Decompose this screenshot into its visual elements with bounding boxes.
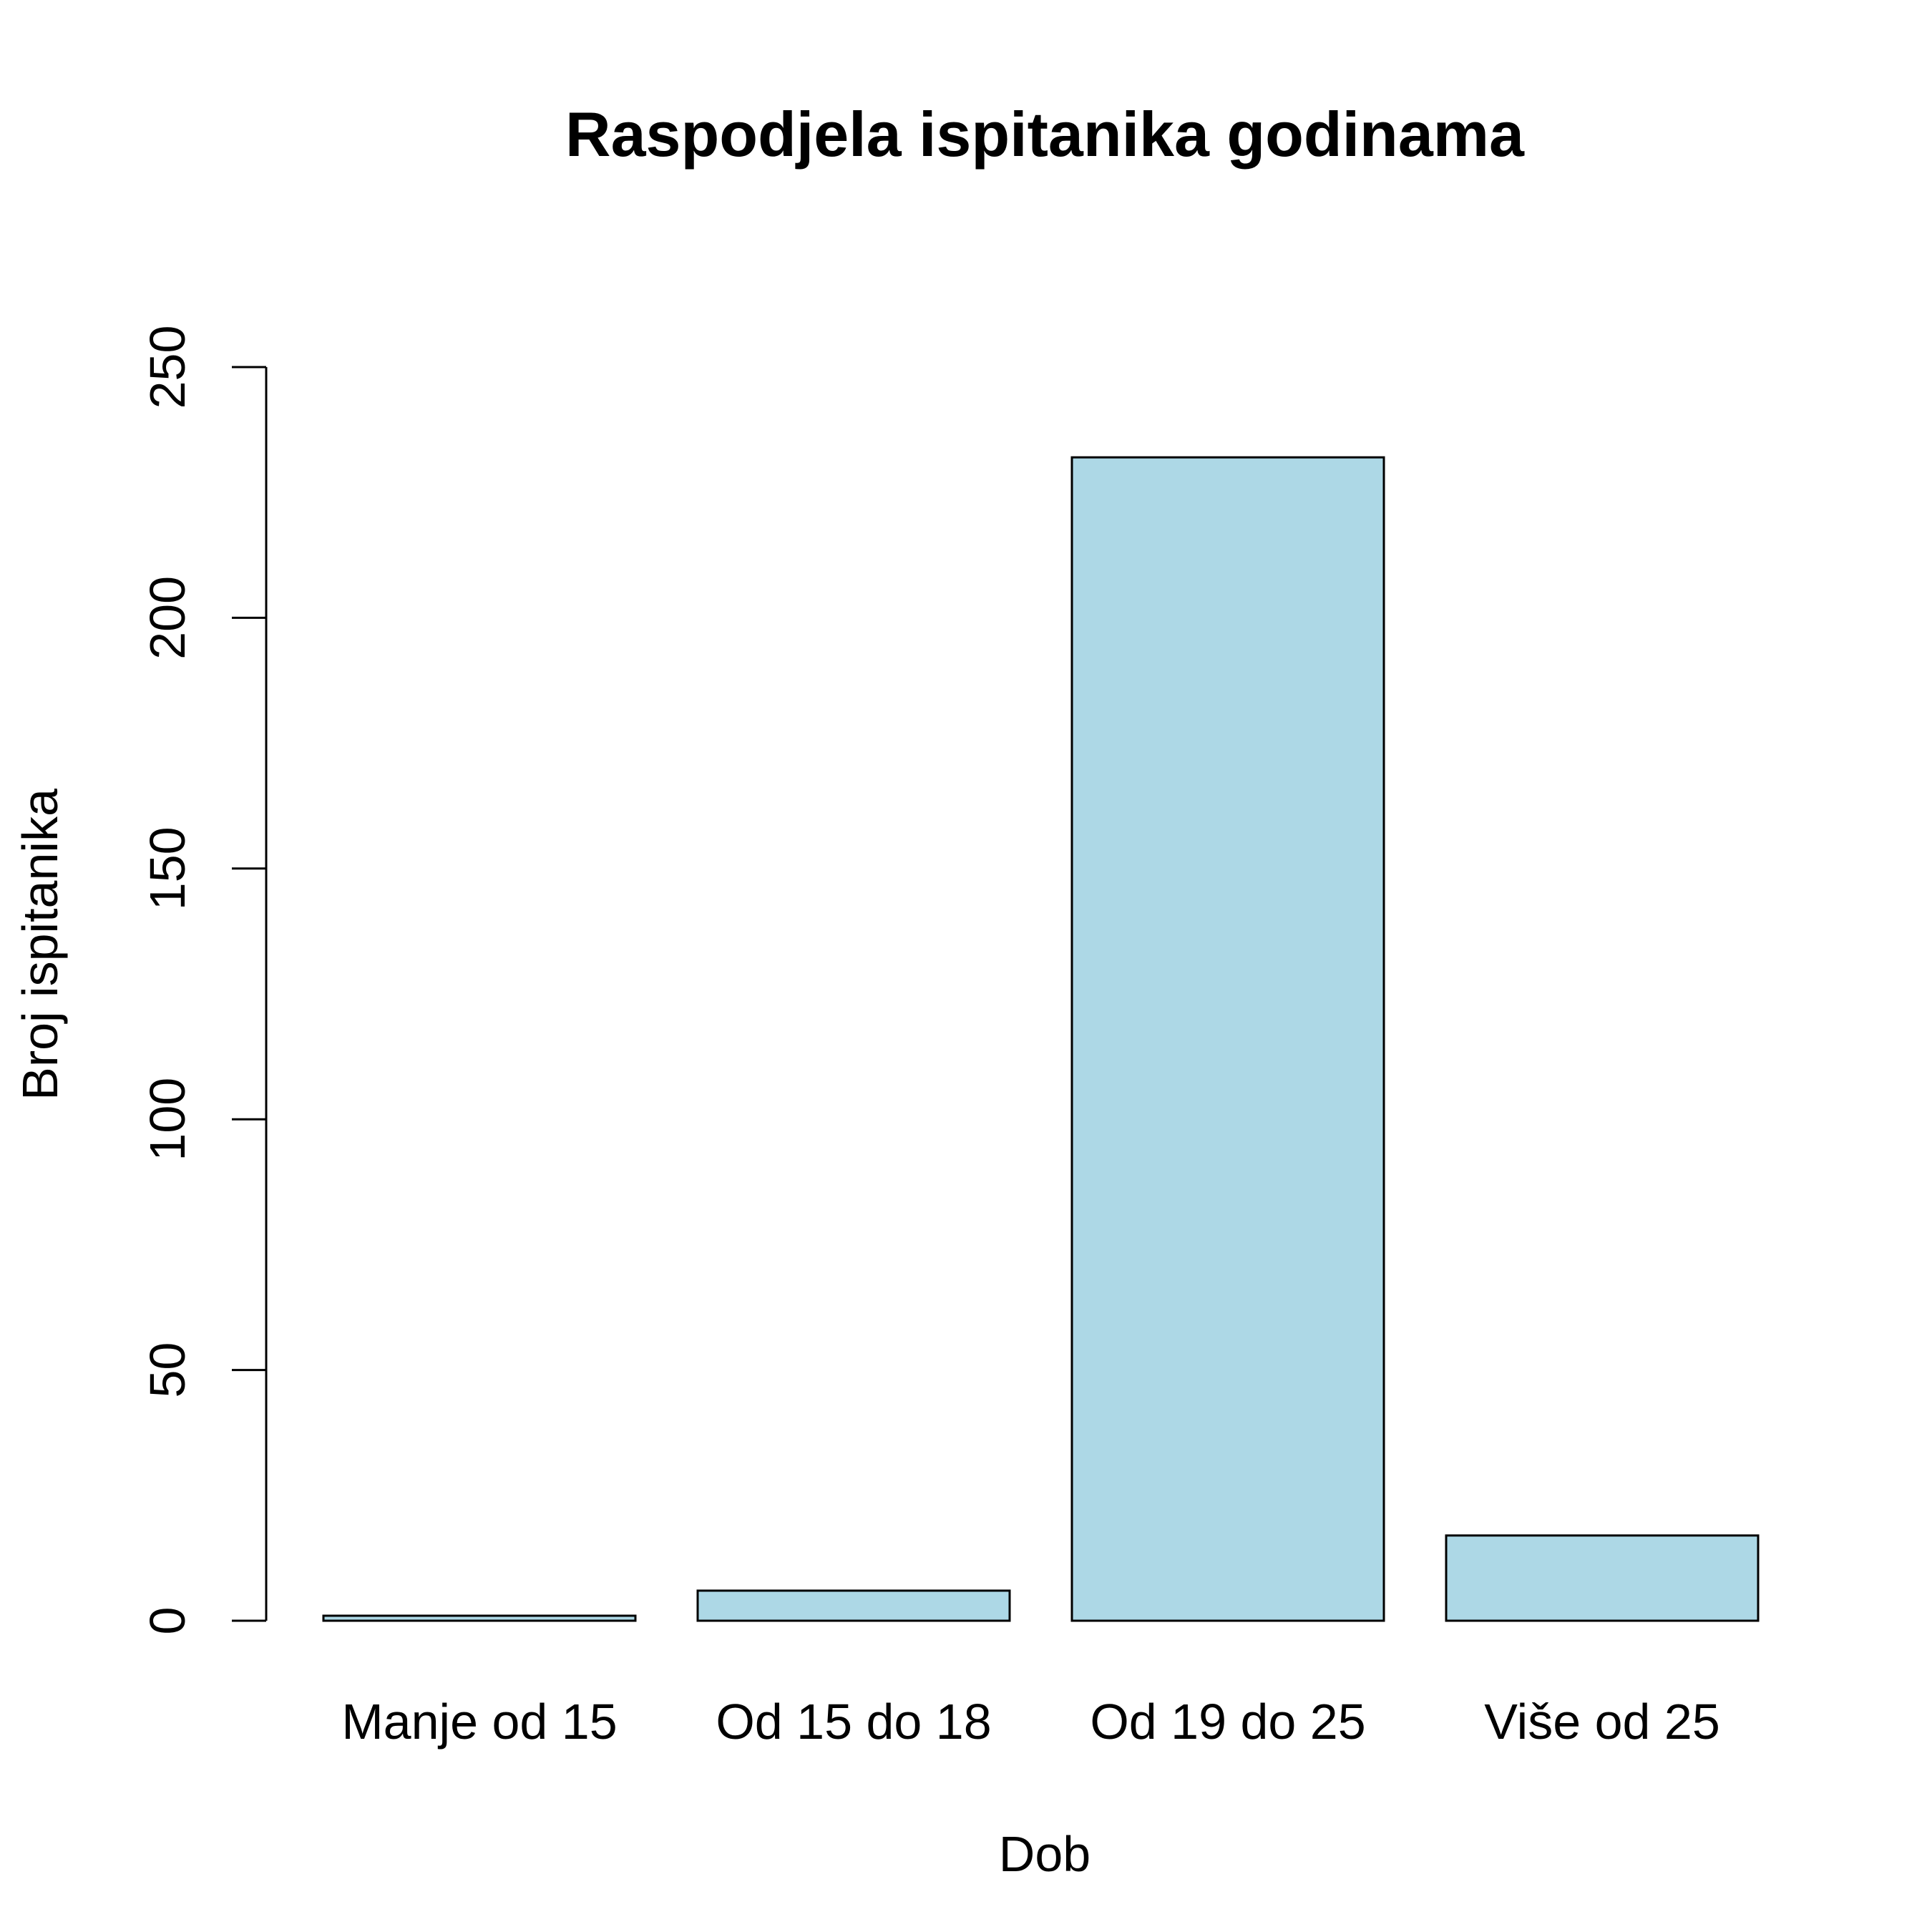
chart-title: Raspodjela ispitanika godinama — [565, 99, 1525, 170]
x-axis-tick-labels: Manje od 15 Od 15 do 18 Od 19 do 25 Više od… — [341, 1694, 1719, 1750]
bar — [322, 1614, 637, 1622]
y-tick-label: 100 — [140, 1078, 195, 1161]
y-axis-ticks: 0 50 100 150 200 250 — [140, 326, 266, 1635]
y-tick-label: 150 — [140, 826, 195, 910]
x-tick-label: Od 19 do 25 — [1090, 1694, 1365, 1750]
bar — [696, 1589, 1011, 1622]
x-axis-label: Dob — [999, 1826, 1091, 1882]
y-axis-label: Broj ispitanika — [12, 789, 68, 1101]
y-tick-label: 200 — [140, 576, 195, 660]
x-tick-label: Od 15 do 18 — [716, 1694, 991, 1750]
bars-group — [322, 456, 1760, 1622]
y-tick-label: 50 — [140, 1342, 195, 1398]
x-tick-label: Manje od 15 — [341, 1694, 617, 1750]
x-tick-label: Više od 25 — [1484, 1694, 1720, 1750]
bar — [1445, 1534, 1760, 1622]
bar — [1070, 456, 1385, 1622]
y-tick-label: 250 — [140, 326, 195, 409]
y-tick-label: 0 — [140, 1607, 195, 1635]
